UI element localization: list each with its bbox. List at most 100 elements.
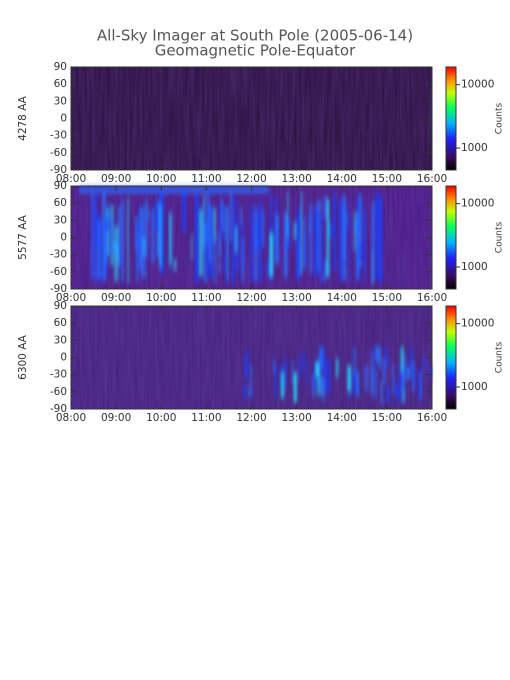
colorbar-tick-label: 1000 [461, 261, 488, 273]
aurora-streak [240, 238, 245, 283]
x-tick-label: 13:00 [281, 173, 311, 185]
aurora-streak [247, 348, 250, 375]
aurora-streak [202, 201, 205, 252]
x-tick-label: 14:00 [327, 412, 357, 424]
y-axis-label: 5577 AA [17, 214, 29, 260]
aurora-streak [323, 357, 326, 391]
aurora-streak [320, 200, 323, 212]
aurora-streak [386, 386, 390, 404]
chart-title: All-Sky Imager at South Pole (2005-06-14… [97, 27, 413, 45]
y-tick-label: 90 [54, 300, 67, 312]
aurora-streak [291, 360, 294, 385]
aurora-streak [312, 373, 316, 398]
aurora-streak [305, 360, 309, 389]
x-tick-label: 10:00 [146, 292, 176, 304]
aurora-streak [223, 254, 226, 273]
colorbar [445, 305, 457, 410]
aurora-streak [114, 226, 119, 282]
aurora-streak [322, 346, 326, 371]
aurora-streak [324, 259, 327, 278]
aurora-streak [199, 209, 203, 277]
colorbar-tick-label: 10000 [461, 198, 494, 210]
aurora-streak [219, 202, 222, 240]
x-tick-label: 13:00 [281, 292, 311, 304]
y-tick-label: -30 [50, 249, 67, 261]
aurora-streak [218, 261, 221, 273]
aurora-streak [382, 358, 387, 385]
y-tick-label: -90 [50, 164, 67, 176]
aurora-streak [400, 346, 404, 374]
x-tick-label: 15:00 [372, 292, 402, 304]
aurora-streak [237, 199, 239, 268]
aurora-streak [206, 194, 211, 238]
y-tick-label: 60 [54, 197, 67, 209]
y-tick-label: 30 [54, 214, 67, 226]
colorbar-tick-label: 10000 [461, 79, 494, 91]
aurora-streak [304, 216, 306, 268]
y-tick-label: 60 [54, 317, 67, 329]
aurora-streak [342, 194, 347, 260]
aurora-streak [363, 214, 366, 270]
colorbar-label: Counts [495, 102, 505, 134]
y-tick-label: 90 [54, 180, 67, 192]
x-tick-label: 09:00 [101, 173, 131, 185]
aurora-streak [314, 361, 317, 392]
aurora-streak [225, 207, 229, 284]
x-tick-label: 15:00 [372, 412, 402, 424]
aurora-streak [140, 248, 144, 273]
aurora-streak [256, 213, 260, 252]
y-tick-label: -30 [50, 369, 67, 381]
aurora-streak [429, 365, 432, 381]
aurora-streak [418, 369, 422, 401]
aurora-streak [411, 360, 416, 392]
aurora-streak [135, 231, 139, 283]
y-tick-label: -60 [50, 386, 67, 398]
aurora-streak [190, 233, 193, 260]
x-tick-label: 16:00 [417, 173, 447, 185]
aurora-streak [139, 206, 143, 270]
colorbar-tick-label: 1000 [461, 142, 488, 154]
y-tick-label: 0 [60, 232, 67, 244]
aurora-streak [144, 203, 148, 279]
aurora-streak [320, 213, 324, 282]
aurora-streak [147, 209, 150, 220]
aurora-streak [372, 346, 375, 380]
aurora-streak [280, 372, 285, 399]
aurora-streak [403, 354, 407, 383]
aurora-streak [203, 223, 207, 283]
aurora-streak [353, 210, 356, 251]
aurora-streak [379, 219, 383, 280]
x-tick-label: 09:00 [101, 292, 131, 304]
aurora-streak [352, 346, 357, 379]
aurora-streak [377, 346, 382, 369]
aurora-streak [325, 356, 328, 391]
aurora-streak [364, 365, 369, 391]
aurora-streak [410, 346, 413, 375]
aurora-streak [205, 219, 208, 279]
aurora-streak [151, 208, 155, 264]
aurora-streak [375, 370, 378, 399]
aurora-streak [244, 355, 248, 380]
colorbar-label: Counts [495, 341, 505, 373]
aurora-streak [321, 376, 325, 395]
aurora-streak [249, 203, 254, 283]
aurora-streak [333, 191, 336, 272]
aurora-streak [174, 258, 177, 272]
y-tick-label: 30 [54, 95, 67, 107]
aurora-streak [353, 369, 357, 394]
aurora-streak [265, 262, 269, 276]
aurora-streak [208, 205, 212, 263]
colorbar-tick-label: 10000 [461, 318, 494, 330]
aurora-streak [319, 347, 323, 370]
aurora-streak [213, 236, 217, 284]
aurora-streak [298, 356, 301, 379]
aurora-streak [357, 211, 359, 276]
aurora-streak [110, 216, 114, 256]
aurora-streak [359, 196, 362, 247]
aurora-streak [235, 227, 237, 252]
aurora-streak [297, 215, 301, 271]
y-tick-label: 0 [60, 113, 67, 125]
aurora-streak [103, 231, 108, 264]
aurora-streak [261, 209, 265, 248]
aurora-streak [392, 365, 394, 396]
